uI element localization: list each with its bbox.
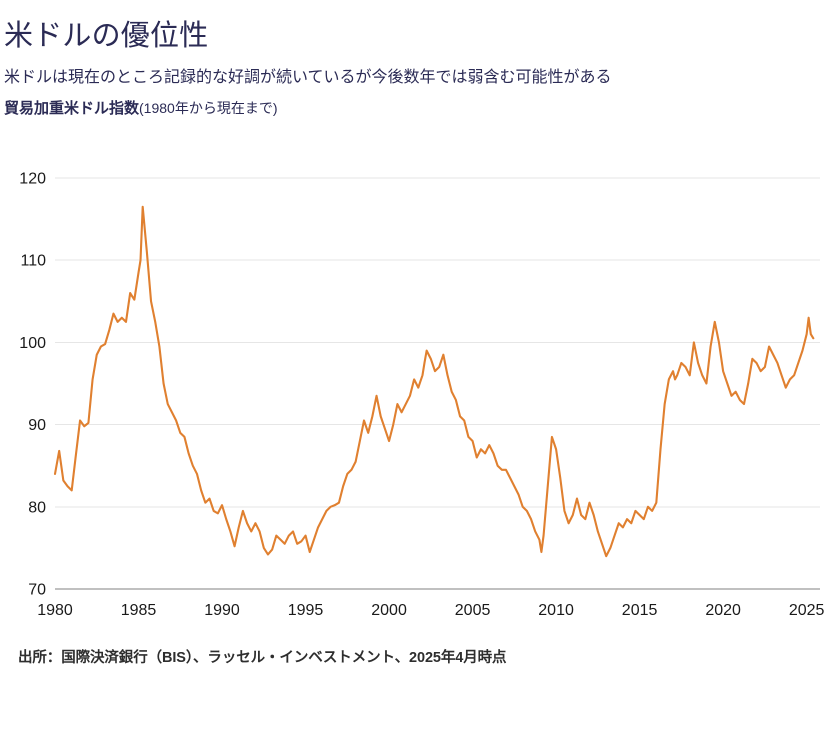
chart-plot-area: 70 80 90 100 110 120 1980 1985 1990 1995 2000 2005… (0, 160, 836, 630)
x-axis-tick-labels: 1980 1985 1990 1995 2000 2005 2010 2015 2020 2025 (37, 602, 824, 619)
x-axis-tick-label: 2015 (622, 602, 658, 619)
chart-header: 米ドルの優位性 米ドルは現在のところ記録的な好調が続いているが今後数年では弱含む… (4, 18, 832, 119)
gridlines (55, 177, 820, 590)
y-axis-tick-label: 90 (28, 417, 46, 434)
x-axis-tick-label: 2000 (371, 602, 407, 619)
y-axis-tick-label: 100 (19, 335, 46, 352)
x-axis-tick-label: 2010 (538, 602, 574, 619)
series-line (53, 205, 815, 558)
chart-axis-note-main: 貿易加重米ドル指数 (4, 100, 140, 117)
chart-axis-note: 貿易加重米ドル指数(1980年から現在まで) (4, 89, 832, 119)
x-axis-tick-label: 2020 (705, 602, 741, 619)
x-axis-tick-label: 1995 (288, 602, 324, 619)
x-axis-tick-label: 1985 (121, 602, 157, 619)
chart-subtitle: 米ドルは現在のところ記録的な好調が続いているが今後数年では弱含む可能性がある (4, 69, 612, 86)
y-axis-tick-labels: 70 80 90 100 110 120 (19, 171, 46, 599)
x-axis-tick-label: 1980 (37, 602, 73, 619)
y-axis-tick-label: 120 (19, 171, 46, 188)
x-axis-tick-label: 2025 (789, 602, 825, 619)
x-axis-tick-label: 2005 (455, 602, 491, 619)
y-axis-tick-label: 80 (28, 499, 46, 516)
y-axis-tick-label: 110 (20, 253, 46, 270)
page-title: 米ドルの優位性 (4, 20, 209, 52)
series-lines (53, 205, 815, 558)
line-chart-svg: 70 80 90 100 110 120 1980 1985 1990 1995 2000 2005… (19, 171, 824, 620)
source-note: 出所：国際決済銀行（BIS）、ラッセル・インベストメント、2025年4月時点 (18, 650, 507, 666)
x-axis-tick-label: 1990 (204, 602, 240, 619)
chart-axis-note-range: (1980年から現在まで) (139, 100, 278, 116)
y-axis-tick-label: 70 (28, 582, 46, 599)
